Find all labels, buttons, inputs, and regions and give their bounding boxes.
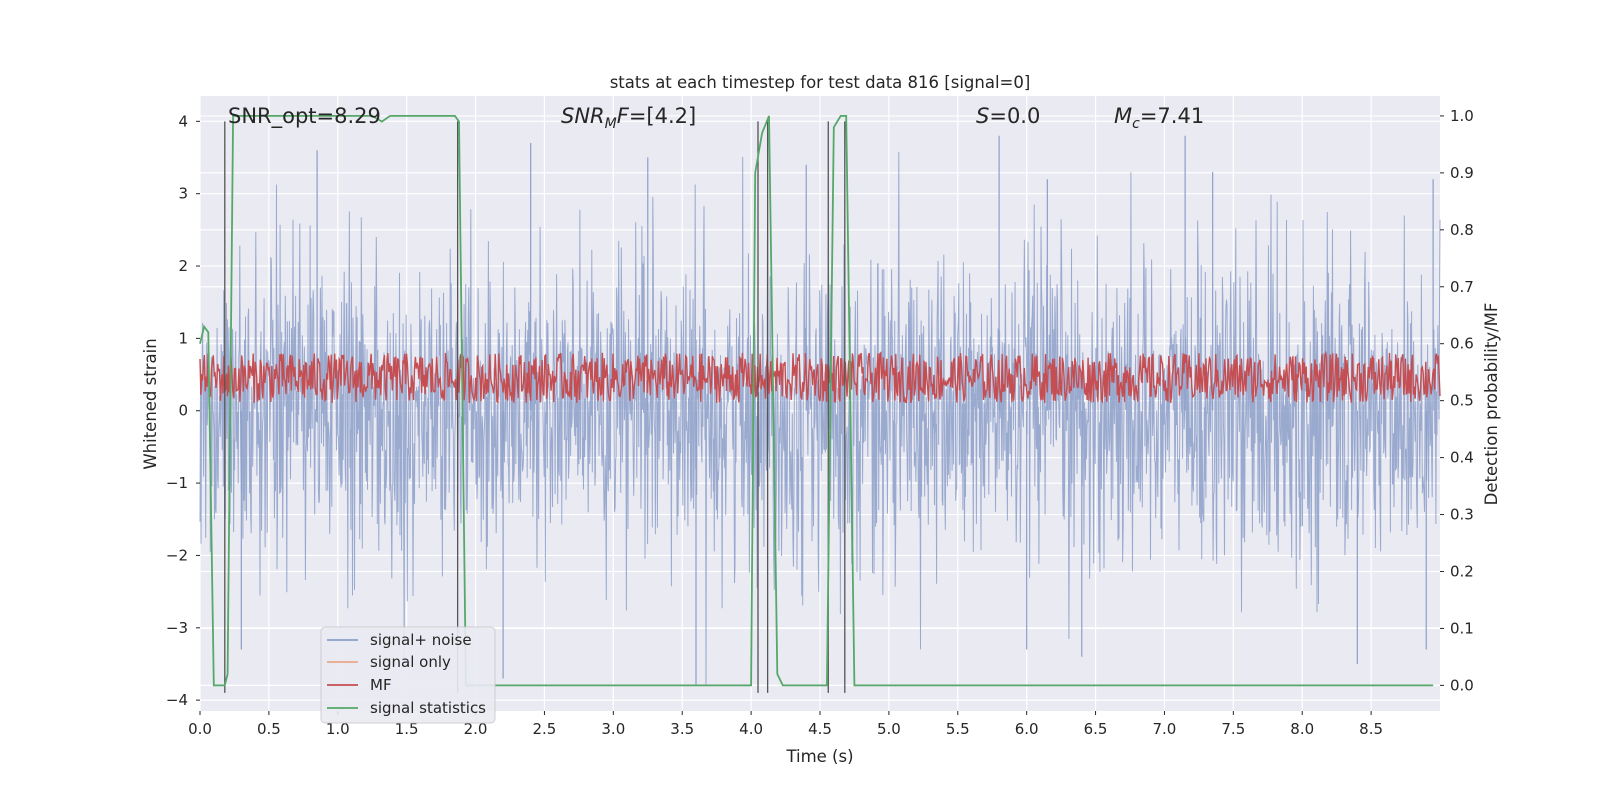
series-signal-noise xyxy=(199,135,1441,686)
y-right-tick-label: 0.3 xyxy=(1450,506,1474,524)
annotation-s-value: =0.0 xyxy=(989,104,1040,128)
legend-label-signal-only: signal only xyxy=(370,653,451,671)
legend-label-signal-noise: signal+ noise xyxy=(370,631,472,649)
y-tick-label: 1 xyxy=(178,329,188,347)
series-mf xyxy=(199,350,1441,404)
x-tick-label: 2.0 xyxy=(464,720,488,738)
x-tick-label: 1.0 xyxy=(326,720,350,738)
y-right-tick-label: 1.0 xyxy=(1450,107,1474,125)
legend-box xyxy=(320,626,496,724)
signal-statistics-line xyxy=(199,115,1434,687)
x-tick-label: 0.0 xyxy=(188,720,212,738)
y-axis-left-label: Whitened strain xyxy=(141,338,160,469)
y-right-tick-label: 0.7 xyxy=(1450,278,1474,296)
chart-title: stats at each timestep for test data 816… xyxy=(610,73,1031,92)
annotation-snr-mf-f: F xyxy=(617,104,630,128)
annotation-snr-mf-value: =[4.2] xyxy=(629,104,696,128)
y-tick-label: 3 xyxy=(178,185,188,203)
annotation-snr-mf: SNRMF=[4.2] xyxy=(561,104,696,132)
x-axis-ticks: 0.0 0.5 1.0 1.5 2.0 2.5 3.0 3.5 4.0 4.5 5.0 5.5 6.0 6… xyxy=(188,711,1383,738)
y-right-tick-label: 0.9 xyxy=(1450,164,1474,182)
x-tick-label: 3.0 xyxy=(601,720,625,738)
annotation-mc-sub: c xyxy=(1132,116,1140,132)
annotation-mc-value: =7.41 xyxy=(1140,104,1204,128)
signal-noise-line xyxy=(199,152,1441,686)
annotation-s: S=0.0 xyxy=(976,104,1040,128)
legend-label-mf: MF xyxy=(370,676,392,694)
y-tick-label: −1 xyxy=(166,474,188,492)
y-right-tick-label: 0.5 xyxy=(1450,392,1474,410)
annotation-mc: Mc=7.41 xyxy=(1114,104,1204,132)
plot-area xyxy=(199,96,1441,711)
series-signal-statistics xyxy=(199,115,1434,687)
legend-label-signal-statistics: signal statistics xyxy=(370,699,486,717)
y-right-tick-label: 0.6 xyxy=(1450,335,1474,353)
y-axis-right-label: Detection probability/MF xyxy=(1482,303,1501,506)
y-tick-label: 4 xyxy=(178,112,188,130)
x-tick-label: 5.0 xyxy=(877,720,901,738)
y-right-tick-label: 0.8 xyxy=(1450,221,1474,239)
y-tick-label: 0 xyxy=(178,402,188,420)
x-tick-label: 0.5 xyxy=(257,720,281,738)
x-tick-label: 4.5 xyxy=(808,720,832,738)
y-right-tick-label: 0.1 xyxy=(1450,619,1474,637)
annotation-snr-opt: SNR_opt=8.29 xyxy=(228,104,381,129)
x-tick-label: 5.5 xyxy=(946,720,970,738)
annotation-snr-mf-sub: M xyxy=(605,116,617,132)
x-tick-label: 6.5 xyxy=(1084,720,1108,738)
annotation-snr-mf-label: SNR xyxy=(561,104,605,128)
x-tick-label: 6.0 xyxy=(1015,720,1039,738)
y-axis-right-ticks: 0.0 0.1 0.2 0.3 0.4 0.5 0.6 0.7 0.8 0.9 1.0 xyxy=(1440,107,1474,694)
x-tick-label: 2.5 xyxy=(533,720,557,738)
mf-line xyxy=(199,350,1441,404)
y-tick-label: 2 xyxy=(178,257,188,275)
y-right-tick-label: 0.4 xyxy=(1450,449,1474,467)
y-tick-label: −4 xyxy=(166,691,188,709)
y-tick-label: −3 xyxy=(166,619,188,637)
y-right-tick-label: 0.0 xyxy=(1450,676,1474,694)
x-tick-label: 3.5 xyxy=(670,720,694,738)
x-axis-label: Time (s) xyxy=(785,747,853,766)
y-tick-label: −2 xyxy=(166,546,188,564)
y-right-tick-label: 0.2 xyxy=(1450,562,1474,580)
x-tick-label: 1.5 xyxy=(395,720,419,738)
x-tick-label: 8.0 xyxy=(1290,720,1314,738)
x-tick-label: 7.5 xyxy=(1221,720,1245,738)
x-tick-label: 8.5 xyxy=(1359,720,1383,738)
annotation-mc-label: M xyxy=(1114,104,1132,128)
legend: signal+ noise signal only MF signal stat… xyxy=(320,626,496,724)
x-tick-label: 7.0 xyxy=(1153,720,1177,738)
y-axis-left-ticks: −4 −3 −2 −1 0 1 2 3 4 xyxy=(166,112,200,709)
x-tick-label: 4.0 xyxy=(739,720,763,738)
annotation-s-label: S xyxy=(976,104,989,128)
